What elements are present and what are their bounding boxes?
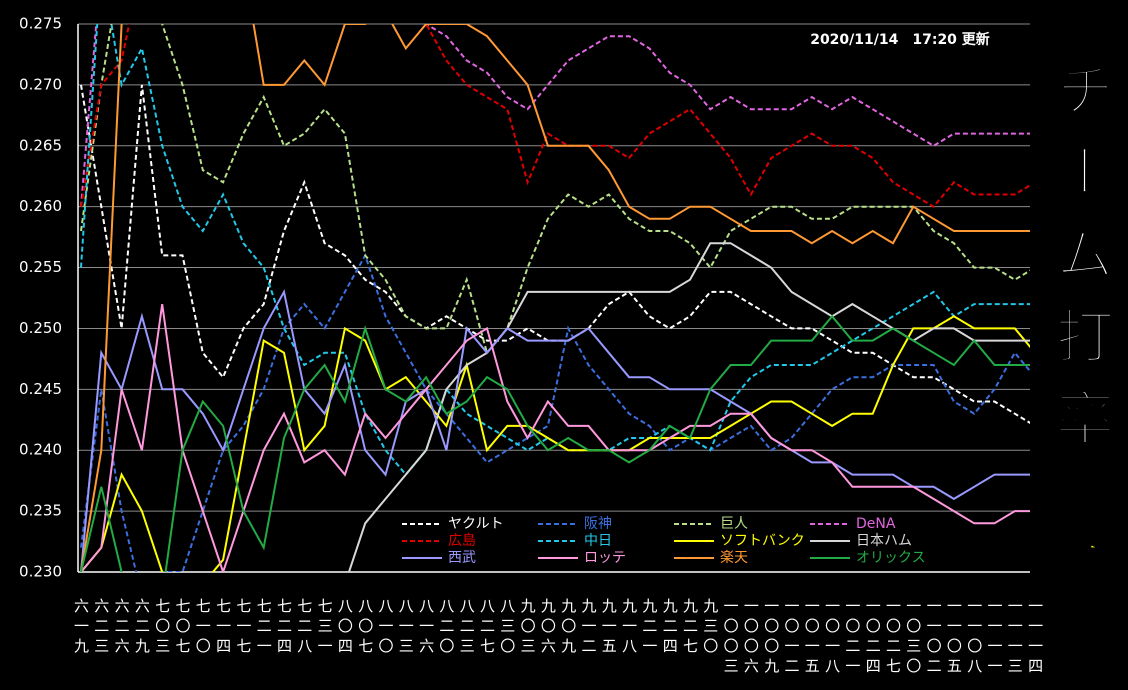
x-tick-label: 六一九 (72, 598, 90, 658)
x-tick-label: 一一一四 (1026, 598, 1044, 678)
x-tick-label: 一〇二七 (884, 598, 902, 678)
x-tick-label: 七二八 (295, 598, 313, 658)
series-line (80, 24, 1030, 207)
x-tick-label: 九一二 (580, 598, 598, 658)
legend-label: 巨人 (720, 516, 748, 532)
y-tick-label: 0.255 (19, 258, 62, 276)
chart-title: チーム打率 (1046, 60, 1114, 470)
x-tick-label: 八〇四 (336, 598, 354, 658)
x-tick-label: 一〇一八 (823, 598, 841, 678)
series-line (80, 24, 1030, 355)
x-tick-label: 九一五 (600, 598, 618, 658)
x-tick-label: 九三〇 (701, 598, 719, 658)
legend-label: ソフトバンク (720, 533, 805, 549)
series-line (80, 252, 1030, 572)
x-tick-label: 六二九 (133, 598, 151, 658)
y-tick-label: 0.260 (19, 197, 62, 215)
series-line (80, 289, 1030, 572)
x-tick-label: 一〇〇六 (742, 598, 760, 678)
x-tick-label: 七〇三 (153, 598, 171, 658)
x-tick-label: 七一〇 (194, 598, 212, 658)
legend-label: 西武 (448, 550, 476, 566)
x-tick-label: 九二一 (640, 598, 658, 658)
x-tick-label: 九二四 (661, 598, 679, 658)
legend-label: 中日 (584, 533, 612, 549)
chart-subtitle: （通期） (1055, 490, 1107, 666)
y-tick-label: 0.265 (19, 136, 62, 154)
x-tick-label: 八一〇 (377, 598, 395, 658)
x-tick-label: 七一七 (234, 598, 252, 658)
y-tick-label: 0.250 (19, 319, 62, 337)
y-tick-label: 0.270 (19, 75, 62, 93)
legend-label: ヤクルト (448, 516, 504, 532)
x-tick-label: 八二三 (458, 598, 476, 658)
legend-label: DeNA (856, 516, 896, 532)
series-line (80, 303, 1030, 572)
x-tick-label: 一〇〇九 (762, 598, 780, 678)
x-tick-label: 七三一 (316, 598, 334, 658)
legend-label: ロッテ (584, 550, 626, 566)
x-tick-label: 六二六 (113, 598, 131, 658)
legend-label: 広島 (448, 533, 476, 549)
legend-label: 阪神 (584, 516, 612, 532)
x-tick-label: 一〇一二 (783, 598, 801, 678)
x-tick-label: 八一六 (417, 598, 435, 658)
y-tick-label: 0.275 (19, 15, 62, 33)
x-tick-label: 一一一三 (1006, 598, 1024, 678)
x-tick-label: 七〇七 (174, 598, 192, 658)
legend-label: 楽天 (720, 550, 748, 566)
x-tick-label: 一一一一 (986, 598, 1004, 678)
x-tick-label: 七二四 (275, 598, 293, 658)
x-tick-label: 八二〇 (437, 598, 455, 658)
y-tick-label: 0.230 (19, 563, 62, 581)
x-tick-label: 六二三 (92, 598, 110, 658)
x-tick-label: 八三〇 (498, 598, 516, 658)
y-tick-label: 0.235 (19, 502, 62, 520)
x-tick-label: 九〇六 (539, 598, 557, 658)
x-tick-label: 一〇〇三 (722, 598, 740, 678)
x-tick-label: 一〇二四 (864, 598, 882, 678)
x-tick-label: 七二一 (255, 598, 273, 658)
series-line (80, 84, 1030, 425)
x-tick-label: 七一四 (214, 598, 232, 658)
x-tick-label: 一〇一五 (803, 598, 821, 678)
series-line (80, 24, 1030, 572)
x-tick-label: 八二七 (478, 598, 496, 658)
y-tick-label: 0.240 (19, 441, 62, 459)
series-line (80, 24, 1030, 208)
plot-area (80, 24, 1030, 572)
x-tick-label: 九二七 (681, 598, 699, 658)
x-tick-label: 八〇七 (356, 598, 374, 658)
legend-label: オリックス (856, 550, 926, 566)
series-line (80, 314, 1030, 572)
x-tick-label: 八一三 (397, 598, 415, 658)
x-tick-label: 九〇三 (519, 598, 537, 658)
x-tick-label: 一一〇五 (945, 598, 963, 678)
x-tick-label: 一〇三〇 (904, 598, 922, 678)
x-tick-label: 九一八 (620, 598, 638, 658)
x-tick-label: 一〇二一 (843, 598, 861, 678)
x-tick-label: 一一〇二 (925, 598, 943, 678)
y-tick-label: 0.245 (19, 380, 62, 398)
x-tick-label: 一一〇八 (965, 598, 983, 678)
update-time: 2020/11/14 17:20 更新 (810, 31, 990, 48)
legend-label: 日本ハム (856, 533, 912, 549)
x-tick-label: 九〇九 (559, 598, 577, 658)
